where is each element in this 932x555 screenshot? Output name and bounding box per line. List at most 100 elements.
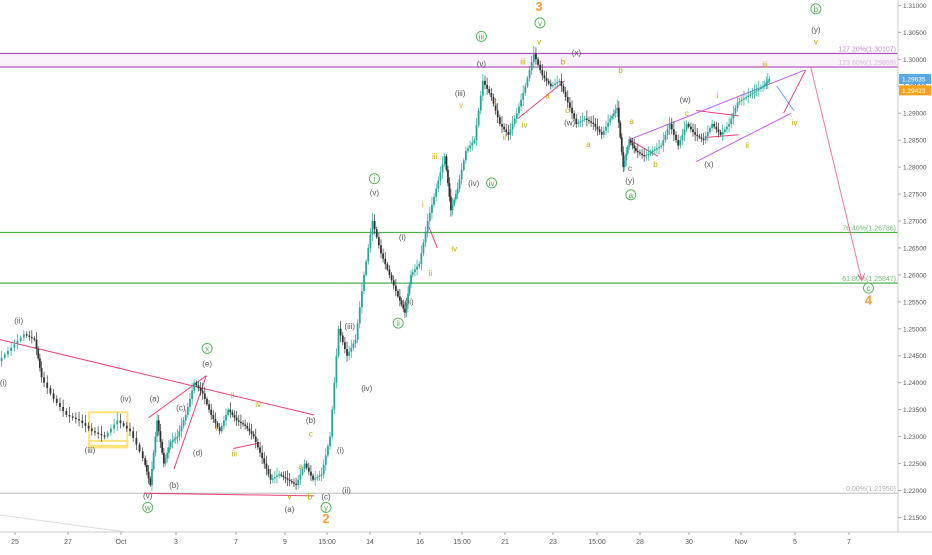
y-tick-label: 1.24500 [903, 353, 927, 360]
trend-line-11 [695, 112, 792, 163]
candle-body [467, 148, 469, 151]
candle-body [356, 323, 359, 340]
x-tick-label: 15:00 [318, 539, 336, 546]
candle-body [530, 61, 533, 71]
reference-price-tag [899, 85, 931, 96]
x-tick-label: 15:00 [588, 539, 606, 546]
candle-body [602, 130, 605, 135]
candle-body [558, 80, 561, 83]
candle-body [314, 478, 317, 480]
candle-body [734, 107, 737, 114]
candle-body [696, 134, 699, 137]
candle-body [189, 398, 191, 407]
candle-body [728, 123, 730, 127]
candle-body [22, 334, 25, 338]
wave-label: (y) [811, 25, 821, 34]
candle-body [410, 274, 412, 285]
candle-body [322, 464, 325, 475]
wave-label-circle [201, 342, 213, 354]
candle-body [28, 335, 31, 337]
candle-body [363, 274, 365, 292]
y-tick-label: 1.30500 [903, 30, 927, 37]
candle-body [422, 242, 425, 254]
candle-body [318, 475, 321, 478]
wave-label: x [205, 344, 209, 353]
candle-body [94, 431, 96, 433]
candle-body [537, 59, 539, 65]
x-tick-label: 5 [793, 539, 797, 546]
candle-body [479, 95, 482, 111]
wave-label-circle [625, 189, 637, 201]
candle-body [626, 146, 629, 154]
candle-body [373, 220, 376, 230]
candle-body [154, 436, 157, 453]
candle-body [443, 156, 446, 165]
wave-label: a [629, 191, 634, 200]
y-tick-label: 1.30000 [903, 57, 927, 64]
candle-body [633, 145, 636, 149]
candle-body [658, 146, 660, 149]
candle-body [730, 118, 733, 124]
fib-band [0, 53, 898, 67]
wave-label: (b) [169, 481, 179, 490]
candle-body [711, 123, 713, 129]
x-tick-label: 21 [501, 539, 509, 546]
candle-body [35, 339, 38, 350]
candle-body [560, 80, 563, 87]
candle-body [276, 475, 278, 478]
candle-body [346, 349, 348, 356]
candle-body [484, 80, 486, 85]
candle-body [473, 140, 476, 143]
candle-body [110, 428, 112, 433]
candle-body [743, 98, 745, 100]
candle-body [456, 188, 459, 195]
candle-body [590, 121, 593, 123]
candle-body [721, 132, 724, 135]
y-tick-label: 1.21500 [903, 515, 927, 522]
candle-body [254, 436, 257, 442]
candle-body [227, 409, 230, 416]
candle-body [451, 204, 454, 211]
highlight-box-1 [88, 439, 129, 447]
wave-label: iv [792, 119, 798, 128]
candle-body [161, 441, 164, 453]
candle-body [639, 152, 641, 154]
candle-body [522, 92, 525, 100]
wave-label: v [814, 38, 818, 47]
candle-body [333, 382, 336, 410]
candle-body [84, 423, 87, 426]
candle-body [755, 90, 758, 92]
wave-label: (v) [477, 59, 487, 68]
candle-body [90, 428, 93, 432]
wave-label: (b) [306, 416, 316, 425]
candle-body [305, 463, 308, 468]
y-tick-label: 1.27500 [903, 192, 927, 199]
candle-body [0, 357, 3, 362]
candle-body [616, 107, 619, 111]
candle-body [78, 419, 80, 421]
candle-body [386, 264, 389, 270]
wave-label: i [717, 91, 719, 100]
candle-body [635, 148, 637, 151]
candle-body [240, 421, 242, 424]
candle-body [354, 339, 357, 344]
candle-body [156, 420, 158, 437]
trend-line-8 [696, 110, 739, 117]
candle-body [620, 137, 623, 153]
candle-body [149, 478, 152, 486]
candle-body [174, 437, 177, 440]
candle-body [685, 123, 688, 130]
wave-label: iv [255, 400, 261, 409]
y-tick-label: 1.26500 [903, 245, 927, 252]
candle-body [407, 293, 409, 304]
candle-body [475, 125, 478, 141]
candle-body [129, 428, 131, 432]
candle-body [596, 126, 599, 130]
wave-label: (i) [399, 233, 406, 242]
candle-body [273, 477, 276, 479]
candle-body [201, 390, 204, 394]
candle-body [49, 388, 52, 394]
candle-body [723, 129, 726, 133]
